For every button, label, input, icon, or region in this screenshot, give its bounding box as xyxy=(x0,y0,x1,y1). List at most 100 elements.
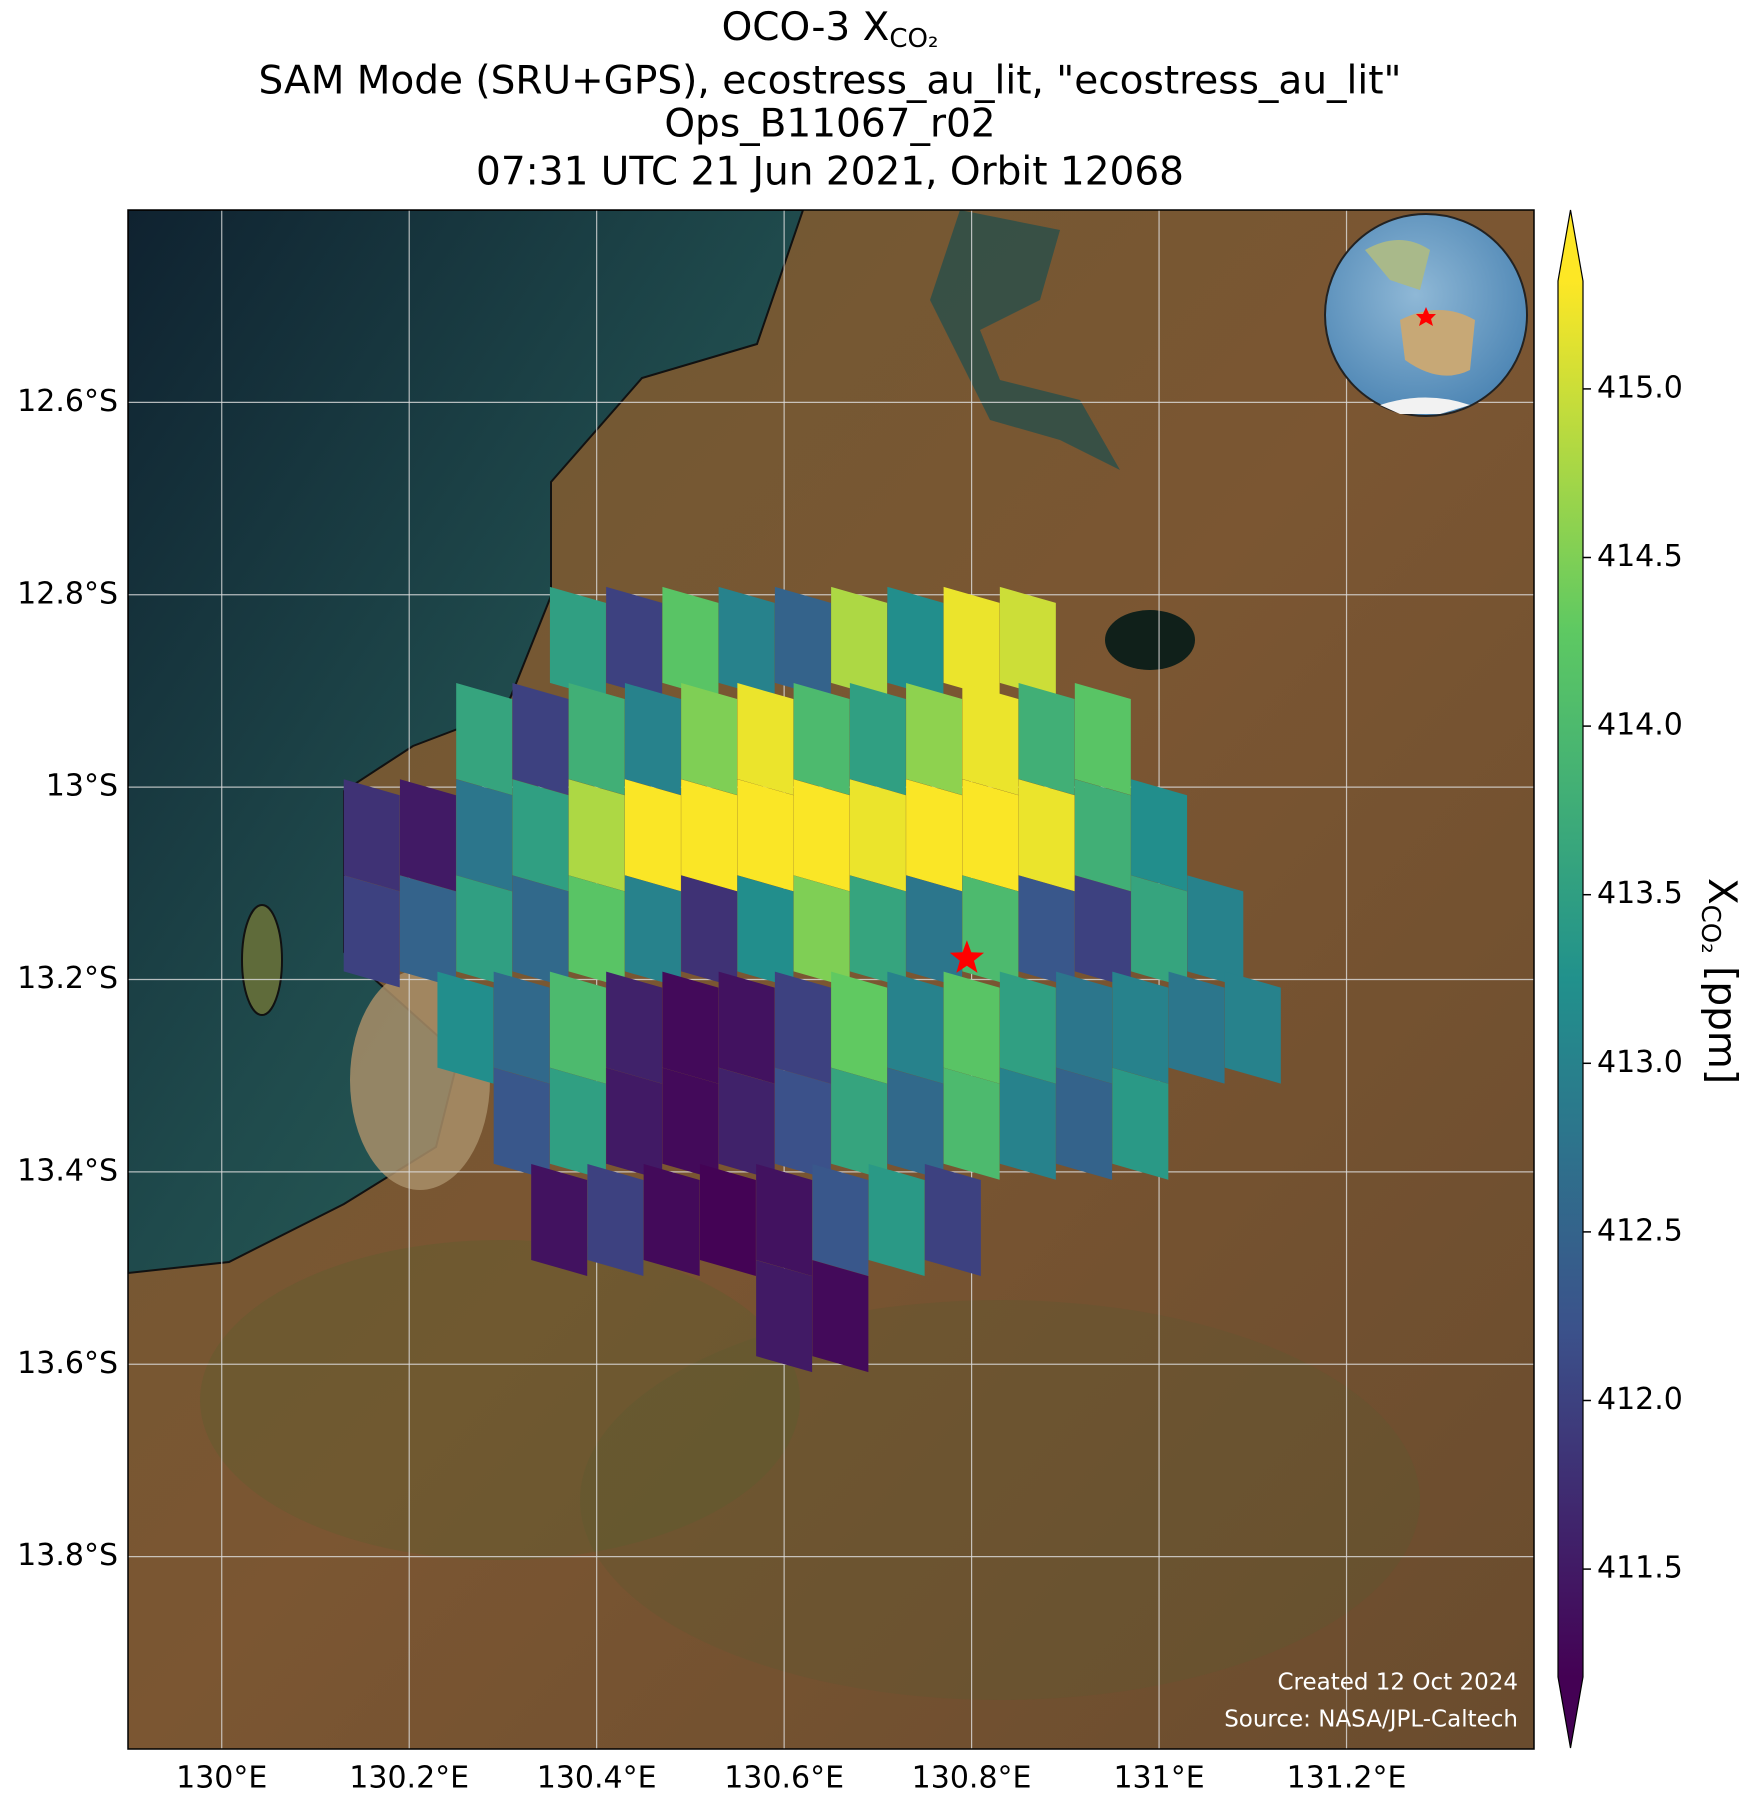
sounding xyxy=(399,779,456,892)
sounding xyxy=(999,586,1056,699)
soundings xyxy=(343,586,1281,1373)
sounding xyxy=(568,683,625,796)
sounding xyxy=(812,1163,869,1276)
sounding xyxy=(531,1163,588,1276)
x-tick-label: 130.4°E xyxy=(537,1761,657,1796)
sounding xyxy=(887,586,944,699)
sounding xyxy=(756,1163,813,1276)
sounding xyxy=(1056,1067,1113,1180)
globe-land xyxy=(1400,310,1475,376)
y-tick-label: 13°S xyxy=(46,769,118,804)
land-patch xyxy=(580,1300,1420,1700)
sounding xyxy=(962,683,1019,796)
sounding xyxy=(924,1163,981,1276)
sounding xyxy=(943,1067,1000,1180)
sounding xyxy=(718,586,775,699)
sounding xyxy=(681,683,738,796)
colorbar-extend-max xyxy=(1558,210,1583,281)
y-tick-label: 12.8°S xyxy=(17,576,118,611)
sounding xyxy=(624,875,681,988)
sounding xyxy=(1018,875,1075,988)
sounding xyxy=(681,779,738,892)
sounding xyxy=(399,875,456,988)
colorbar-tick-label: 413.0 xyxy=(1597,1045,1683,1080)
sounding xyxy=(962,875,1019,988)
sounding xyxy=(718,971,775,1084)
y-tick-label: 13.4°S xyxy=(17,1153,118,1188)
estuary xyxy=(930,210,1120,470)
credit: Source: NASA/JPL-Caltech xyxy=(1224,1707,1518,1733)
sounding xyxy=(999,971,1056,1084)
sounding xyxy=(737,683,794,796)
sounding xyxy=(549,971,606,1084)
colorbar-tick-label: 414.0 xyxy=(1597,708,1683,743)
sounding xyxy=(943,971,1000,1084)
title-line: 07:31 UTC 21 Jun 2021, Orbit 12068 xyxy=(476,150,1184,195)
ocean xyxy=(128,210,805,1275)
credit: Created 12 Oct 2024 xyxy=(1277,1670,1518,1696)
title-subscript: CO₂ xyxy=(889,24,938,54)
title-line: Ops_B11067_r02 xyxy=(664,102,995,147)
title-line: OCO-3 XCO₂ xyxy=(722,5,939,54)
cbar-label-main: X xyxy=(1700,878,1745,905)
sounding xyxy=(868,1163,925,1276)
colorbar-extend-min xyxy=(1558,1677,1583,1748)
globe-inset xyxy=(1324,213,1528,417)
x-tick-label: 131.2°E xyxy=(1287,1761,1407,1796)
sounding xyxy=(793,875,850,988)
map-frame xyxy=(127,209,1535,1750)
sounding xyxy=(812,1260,869,1373)
colorbar-tick-label: 411.5 xyxy=(1597,1551,1683,1586)
sounding xyxy=(737,875,794,988)
sounding xyxy=(512,779,569,892)
cbar-label-sub: CO₂ xyxy=(1696,905,1726,954)
sounding xyxy=(999,1067,1056,1180)
y-tick-label: 13.6°S xyxy=(17,1346,118,1381)
sounding xyxy=(437,971,494,1084)
sounding xyxy=(849,875,906,988)
globe-ice xyxy=(1380,397,1470,414)
sounding xyxy=(606,971,663,1084)
sounding xyxy=(1018,683,1075,796)
colorbar xyxy=(1558,281,1583,1677)
sounding xyxy=(718,1067,775,1180)
title-line: SAM Mode (SRU+GPS), ecostress_au_lit, "e… xyxy=(259,59,1402,104)
sounding xyxy=(343,779,400,892)
sounding xyxy=(662,971,719,1084)
colorbar-tick-label: 412.0 xyxy=(1597,1382,1683,1417)
cbar-label-unit: [ppm] xyxy=(1700,954,1745,1084)
sounding xyxy=(831,1067,888,1180)
sounding xyxy=(906,683,963,796)
sounding xyxy=(849,683,906,796)
sounding xyxy=(1112,971,1169,1084)
sounding xyxy=(681,875,738,988)
sounding xyxy=(662,1067,719,1180)
sounding xyxy=(606,586,663,699)
target-star xyxy=(949,940,984,973)
globe-star xyxy=(1416,307,1436,326)
sounding xyxy=(456,875,513,988)
sounding xyxy=(624,779,681,892)
sounding xyxy=(831,971,888,1084)
sounding xyxy=(1131,875,1188,988)
sounding xyxy=(1168,971,1225,1084)
sounding xyxy=(568,875,625,988)
x-tick-label: 130°E xyxy=(176,1761,267,1796)
colorbar-tick-label: 415.0 xyxy=(1597,370,1683,405)
sounding xyxy=(774,1067,831,1180)
overlay xyxy=(949,940,984,973)
x-tick-label: 131°E xyxy=(1113,1761,1204,1796)
title-main: OCO-3 X xyxy=(722,5,890,50)
sounding xyxy=(512,683,569,796)
sounding xyxy=(624,683,681,796)
sounding xyxy=(1074,875,1131,988)
sounding xyxy=(774,586,831,699)
sounding xyxy=(587,1163,644,1276)
sounding xyxy=(549,586,606,699)
sounding xyxy=(512,875,569,988)
colorbar-label: XCO₂ [ppm] xyxy=(1696,878,1745,1084)
sounding xyxy=(643,1163,700,1276)
y-tick-label: 12.6°S xyxy=(17,384,118,419)
sounding xyxy=(831,586,888,699)
